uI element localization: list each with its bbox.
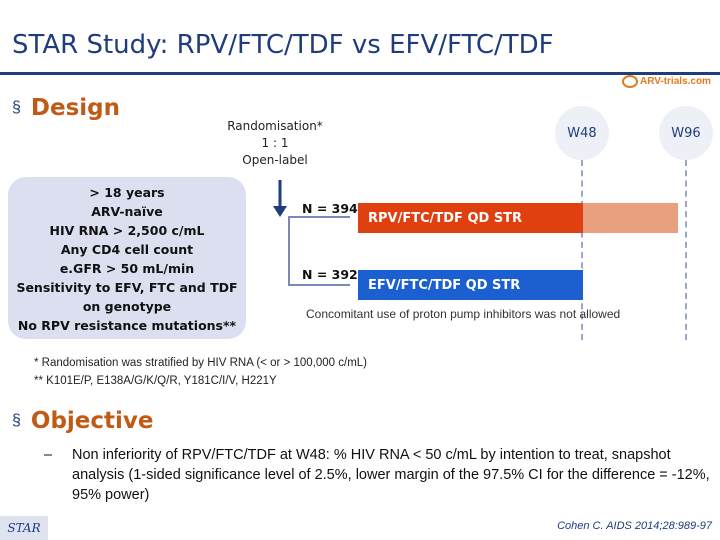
section-bullet-icon: § <box>12 99 21 116</box>
randomisation-label: Randomisation* <box>227 119 323 133</box>
w48-dashed-line <box>581 160 583 340</box>
logo-icon <box>622 74 638 88</box>
concomitant-note: Concomitant use of proton pump inhibitor… <box>306 307 621 321</box>
page-title: STAR Study: RPV/FTC/TDF vs EFV/FTC/TDF <box>12 30 554 60</box>
criterion: on genotype <box>82 299 172 314</box>
arm-rpv-bar: RPV/FTC/TDF QD STR <box>358 203 583 233</box>
title-divider <box>0 72 720 75</box>
objective-heading: Objective <box>30 408 154 434</box>
criterion: > 18 years <box>89 185 165 200</box>
timepoint-w96: W96 <box>659 106 713 160</box>
randomisation-info: Randomisation* 1 : 1 Open-label <box>210 118 340 169</box>
criterion: ARV-naïve <box>91 204 163 219</box>
criterion: No RPV resistance mutations** <box>17 318 237 333</box>
footnote-randomisation: * Randomisation was stratified by HIV RN… <box>34 357 368 369</box>
arm-efv-bar: EFV/FTC/TDF QD STR <box>358 270 583 300</box>
bracket-top-line <box>290 216 350 218</box>
timepoint-w48: W48 <box>555 106 609 160</box>
randomisation-openlabel: Open-label <box>242 153 308 167</box>
arm-bracket <box>288 216 350 286</box>
design-heading: Design <box>30 95 121 121</box>
logo-text: ARV-trials.com <box>640 75 711 87</box>
criterion: Sensitivity to EFV, FTC and TDF <box>16 280 238 295</box>
criterion: Any CD4 cell count <box>60 242 194 257</box>
randomisation-arrow-icon <box>273 180 287 217</box>
design-section-heading: § Design <box>12 95 120 121</box>
objective-text: Non inferiority of RPV/FTC/TDF at W48: %… <box>72 447 710 503</box>
objective-dash: – <box>44 447 53 463</box>
site-logo: ARV-trials.com <box>622 70 711 92</box>
citation: Cohen C. AIDS 2014;28:989-97 <box>557 520 712 532</box>
objective-body: – Non inferiority of RPV/FTC/TDF at W48:… <box>44 445 714 505</box>
w96-dashed-line <box>685 160 687 340</box>
randomisation-ratio: 1 : 1 <box>261 136 289 150</box>
objective-section-heading: § Objective <box>12 408 154 434</box>
footnote-mutations: ** K101E/P, E138A/G/K/Q/R, Y181C/I/V, H2… <box>34 375 277 387</box>
arm-n-efv: N = 392 <box>302 267 358 282</box>
criterion: HIV RNA > 2,500 c/mL <box>49 223 205 238</box>
section-bullet-icon: § <box>12 412 21 429</box>
inclusion-criteria-box: > 18 years ARV-naïve HIV RNA > 2,500 c/m… <box>8 177 246 339</box>
arm-rpv-extension-bar <box>583 203 678 233</box>
arm-n-rpv: N = 394 <box>302 201 358 216</box>
study-tag: STAR <box>0 516 48 540</box>
bracket-bottom-line <box>290 284 350 286</box>
criterion: e.GFR > 50 mL/min <box>59 261 195 276</box>
